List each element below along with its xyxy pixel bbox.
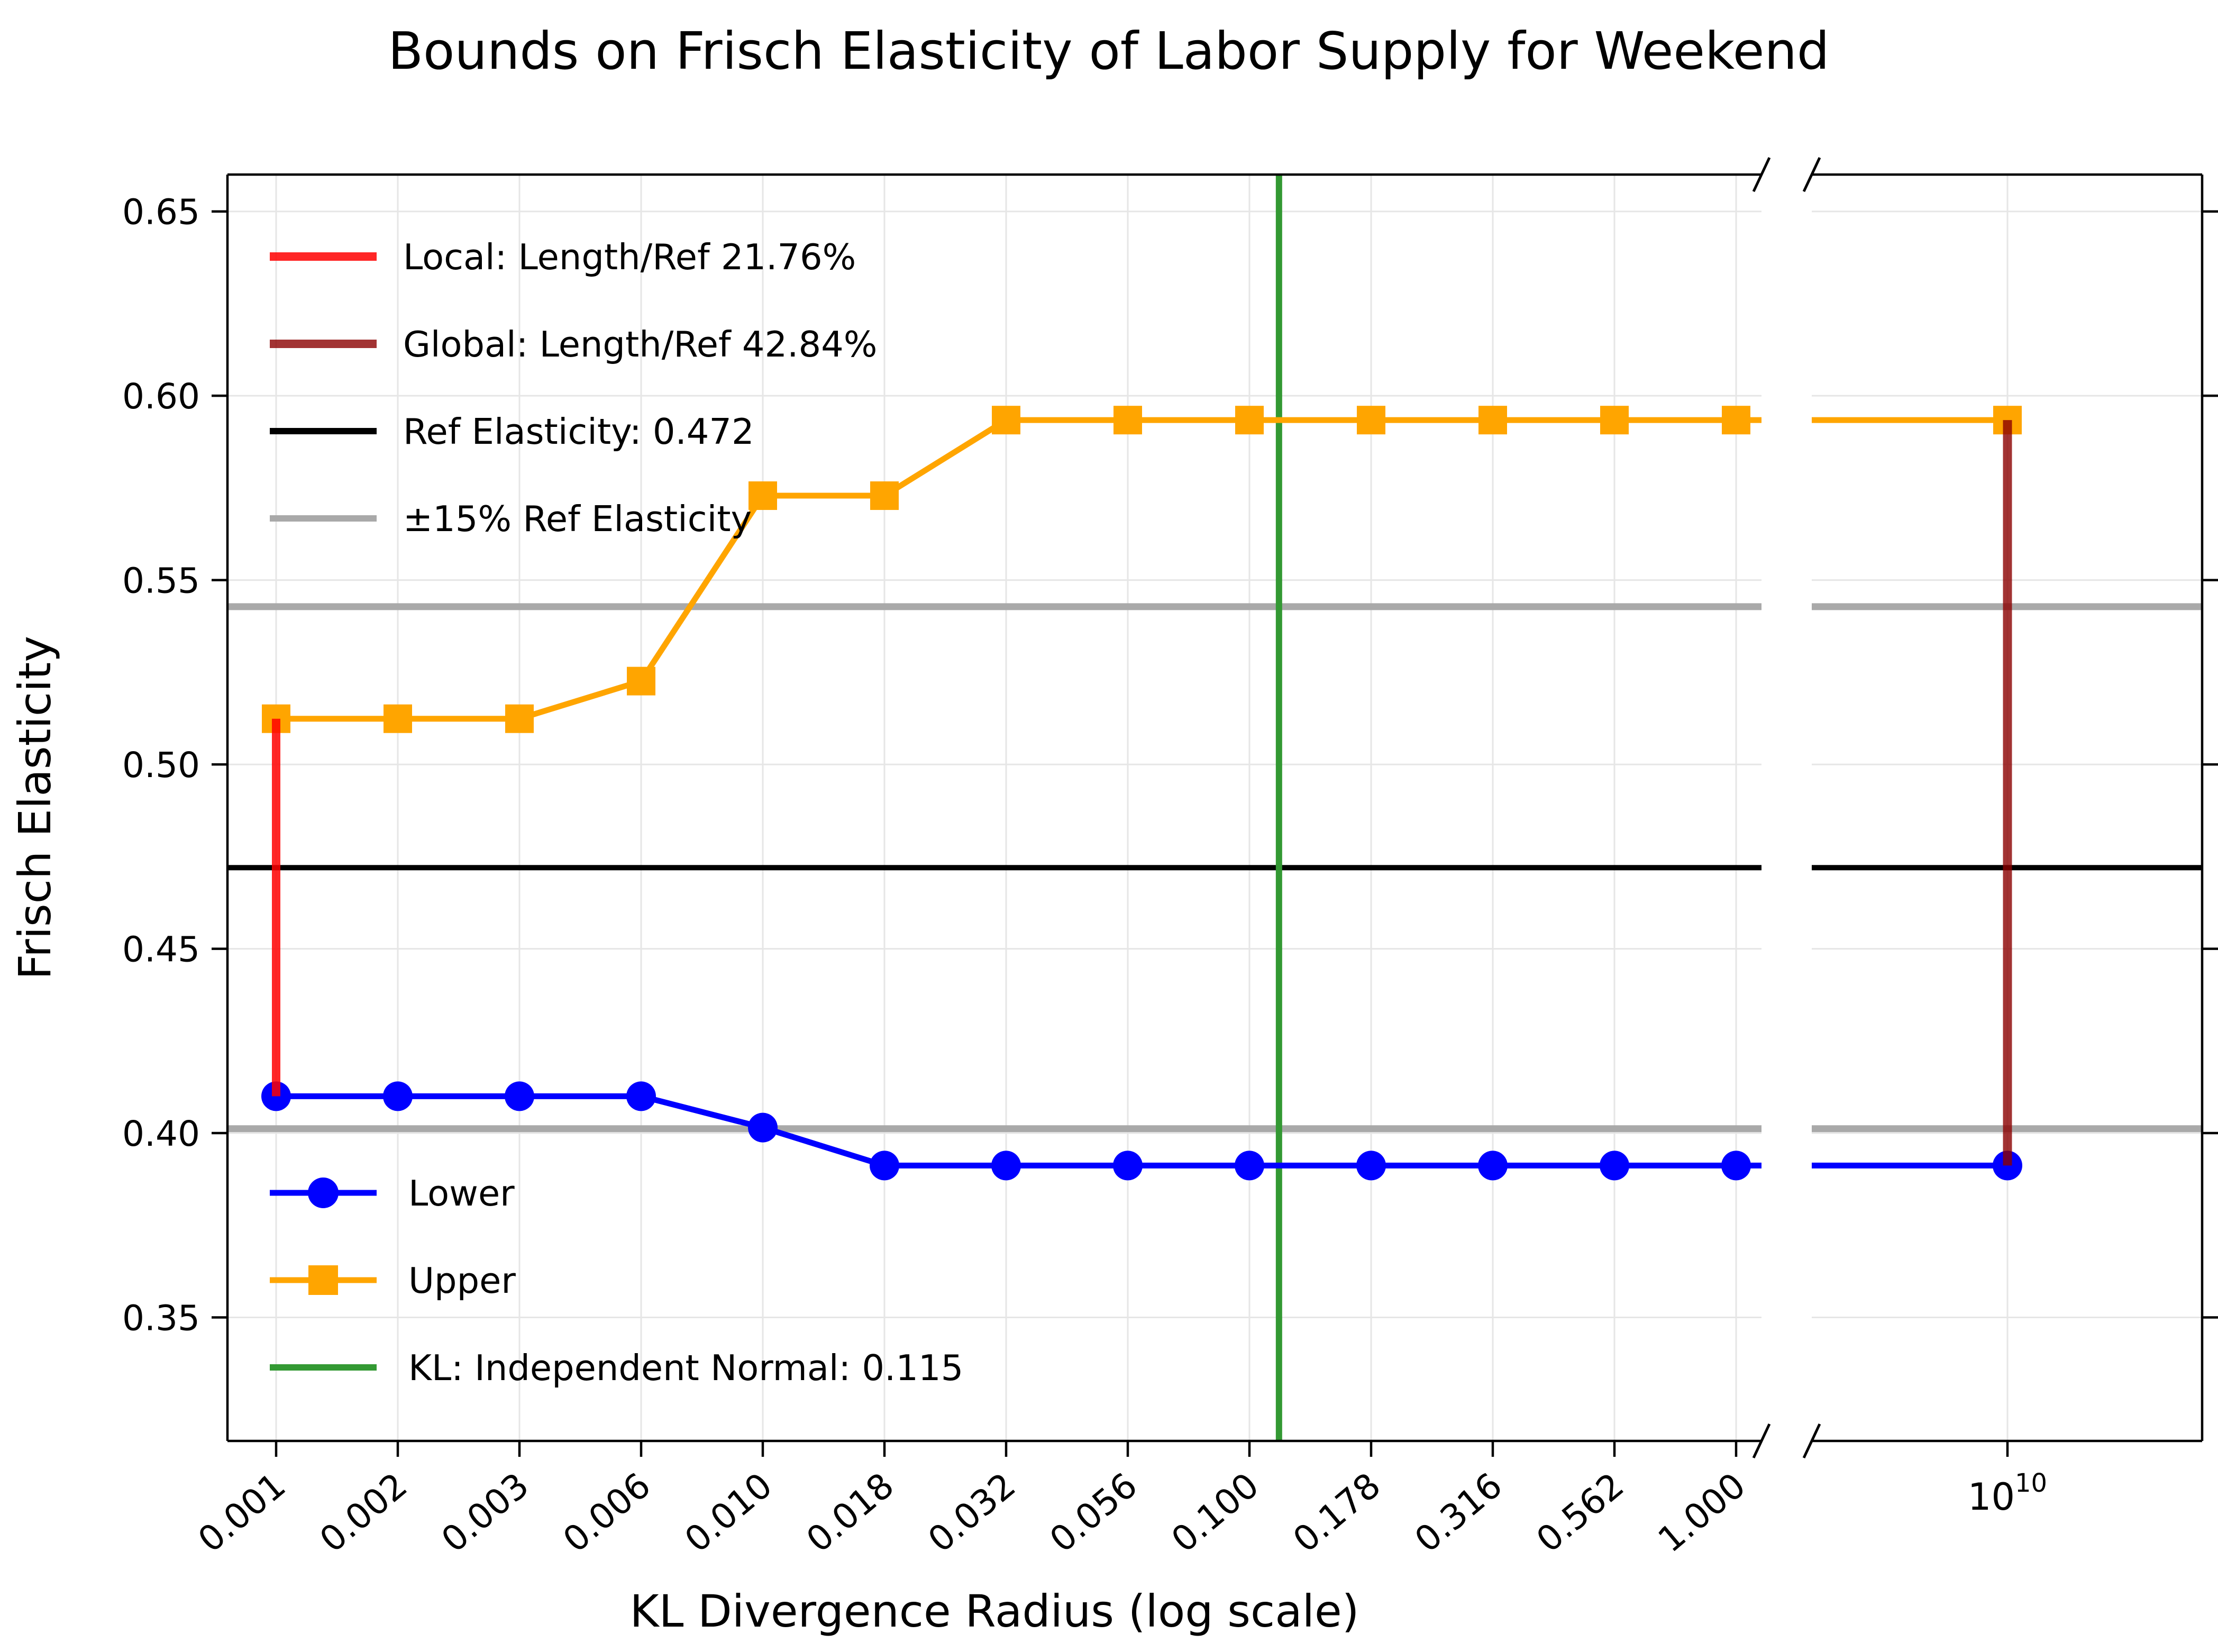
lower-marker [748, 1112, 778, 1143]
axes-spines-ticks [212, 157, 2218, 1459]
x-tick-label: 1.000 [1650, 1465, 1753, 1560]
interval-lines [272, 420, 2012, 1166]
y-tick-label: 0.50 [122, 745, 200, 786]
upper-marker [1722, 406, 1750, 435]
upper-marker [1600, 406, 1629, 435]
lower-series-main [261, 1081, 1761, 1181]
upper-marker [384, 704, 412, 733]
upper-series-main [262, 406, 1761, 733]
local-legend-label: Local: Length/Ref 21.76% [403, 236, 856, 278]
upper-marker [992, 406, 1020, 435]
y-tick-label: 0.60 [122, 376, 200, 417]
kl-legend-label: KL: Independent Normal: 0.115 [408, 1347, 963, 1389]
x-tick-label: 0.100 [1164, 1465, 1266, 1560]
upper-series-line [1812, 417, 2007, 423]
upper-marker [1357, 406, 1385, 435]
x-tick-label: 0.316 [1407, 1465, 1510, 1560]
lower-marker [626, 1081, 656, 1111]
lower-marker [383, 1081, 413, 1111]
data-series [261, 406, 2022, 1181]
upper-series-right [1812, 406, 2022, 435]
axis-break-mark [1802, 157, 1821, 193]
lower-marker [505, 1081, 534, 1111]
lower-marker [1478, 1151, 1508, 1181]
legend-reference: Local: Length/Ref 21.76% Global: Length/… [270, 236, 877, 540]
upper-marker [627, 667, 655, 696]
x-tick-label: 0.003 [434, 1465, 536, 1560]
x-tick-label: 0.056 [1042, 1465, 1145, 1560]
axis-break-mark [1752, 157, 1771, 193]
x-tick-label: 0.001 [190, 1465, 293, 1560]
lower-marker [870, 1151, 899, 1181]
y-tick-label: 0.40 [122, 1113, 200, 1154]
y-tick-label: 0.35 [122, 1298, 200, 1339]
lower-marker [1113, 1151, 1143, 1181]
upper-marker [1235, 406, 1264, 435]
lower-marker [1235, 1151, 1264, 1181]
x-tick-label: 0.562 [1529, 1465, 1631, 1560]
upper-legend-marker [308, 1265, 338, 1295]
x-tick-label: 0.032 [920, 1465, 1023, 1560]
lower-legend-marker [308, 1178, 339, 1208]
chart-title: Bounds on Frisch Elasticity of Labor Sup… [388, 21, 1830, 81]
x-tick-label: 0.010 [677, 1465, 780, 1560]
upper-marker [1113, 406, 1142, 435]
upper-legend-label: Upper [408, 1260, 516, 1301]
global-legend-label: Global: Length/Ref 42.84% [403, 324, 877, 365]
y-tick-label: 0.55 [122, 561, 200, 601]
upper-marker [870, 481, 899, 510]
lower-series-line [276, 1093, 1761, 1169]
lower-marker [1721, 1151, 1751, 1181]
y-axis-label: Frisch Elasticity [9, 636, 61, 980]
ref-legend-label: Ref Elasticity: 0.472 [403, 411, 754, 452]
upper-series-line [276, 417, 1761, 722]
upper-marker [749, 481, 777, 510]
lower-marker [1600, 1151, 1629, 1181]
x-axis-label: KL Divergence Radius (log scale) [630, 1585, 1359, 1637]
lower-marker [1356, 1151, 1386, 1181]
x-tick-label: 0.178 [1285, 1465, 1388, 1560]
upper-marker [1478, 406, 1507, 435]
band-legend-label: ±15% Ref Elasticity [403, 498, 752, 540]
legend-series: Lower Upper KL: Independent Normal: 0.11… [270, 1173, 963, 1389]
y-tick-label: 0.45 [122, 929, 200, 970]
y-tick-label: 0.65 [122, 192, 200, 233]
axis-break-mark [1752, 1423, 1771, 1459]
axis-break-mark [1802, 1423, 1821, 1459]
reference-lines [227, 175, 2202, 1441]
x-tick-label: 0.018 [799, 1465, 901, 1560]
x-tick-label: 0.006 [555, 1465, 658, 1560]
lower-legend-label: Lower [408, 1173, 515, 1214]
lower-marker [991, 1151, 1021, 1181]
upper-marker [505, 704, 534, 733]
x-tick-label: 0.002 [312, 1465, 415, 1560]
x-tick-label-break: 1010 [1968, 1468, 2047, 1519]
